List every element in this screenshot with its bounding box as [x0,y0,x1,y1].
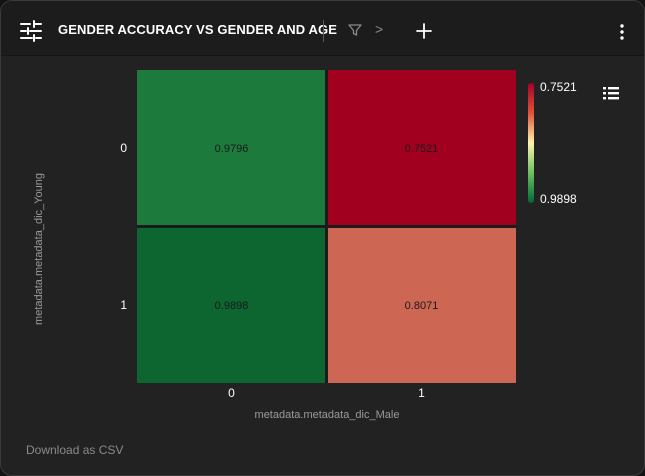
cell-value-label: 0.7521 [405,143,439,155]
heatmap-cell[interactable] [137,70,326,226]
x-axis-label: metadata.metadata_dic_Male [255,409,400,421]
plus-icon[interactable] [415,22,433,40]
y-axis-label: metadata.metadata_dic_Young [33,173,45,325]
panel-header: GENDER ACCURACY VS GENDER AND AGE > [1,1,644,56]
y-tick-label: 0 [120,141,127,155]
y-tick-label: 1 [120,298,127,312]
colorbar-top-label: 0.7521 [540,80,577,94]
cell-value-label: 0.8071 [405,300,439,312]
x-tick-label: 1 [418,386,425,400]
heatmap-chart: 0.9796 0.7521 0.9898 0.8071 0 1 0 1 metadata.m… [33,70,619,421]
colorbar [528,83,534,203]
cell-value-label: 0.9898 [215,300,249,312]
heatmap-cell[interactable] [327,227,516,383]
breadcrumb-separator: > [375,21,384,37]
list-icon[interactable] [603,87,619,100]
heatmap-cell[interactable] [137,227,326,383]
x-tick-label: 0 [228,386,235,400]
download-csv-link[interactable]: Download as CSV [26,443,124,457]
cell-value-label: 0.9796 [215,143,249,155]
vertical-dots-icon[interactable] [615,22,629,40]
heatmap-cell[interactable] [327,70,516,226]
colorbar-bottom-label: 0.9898 [540,192,577,206]
chart-title: GENDER ACCURACY VS GENDER AND AGE [58,22,337,37]
column-divider [325,70,328,383]
filter-icon[interactable] [347,22,363,38]
sliders-icon[interactable] [19,19,43,43]
header-divider [323,20,324,42]
